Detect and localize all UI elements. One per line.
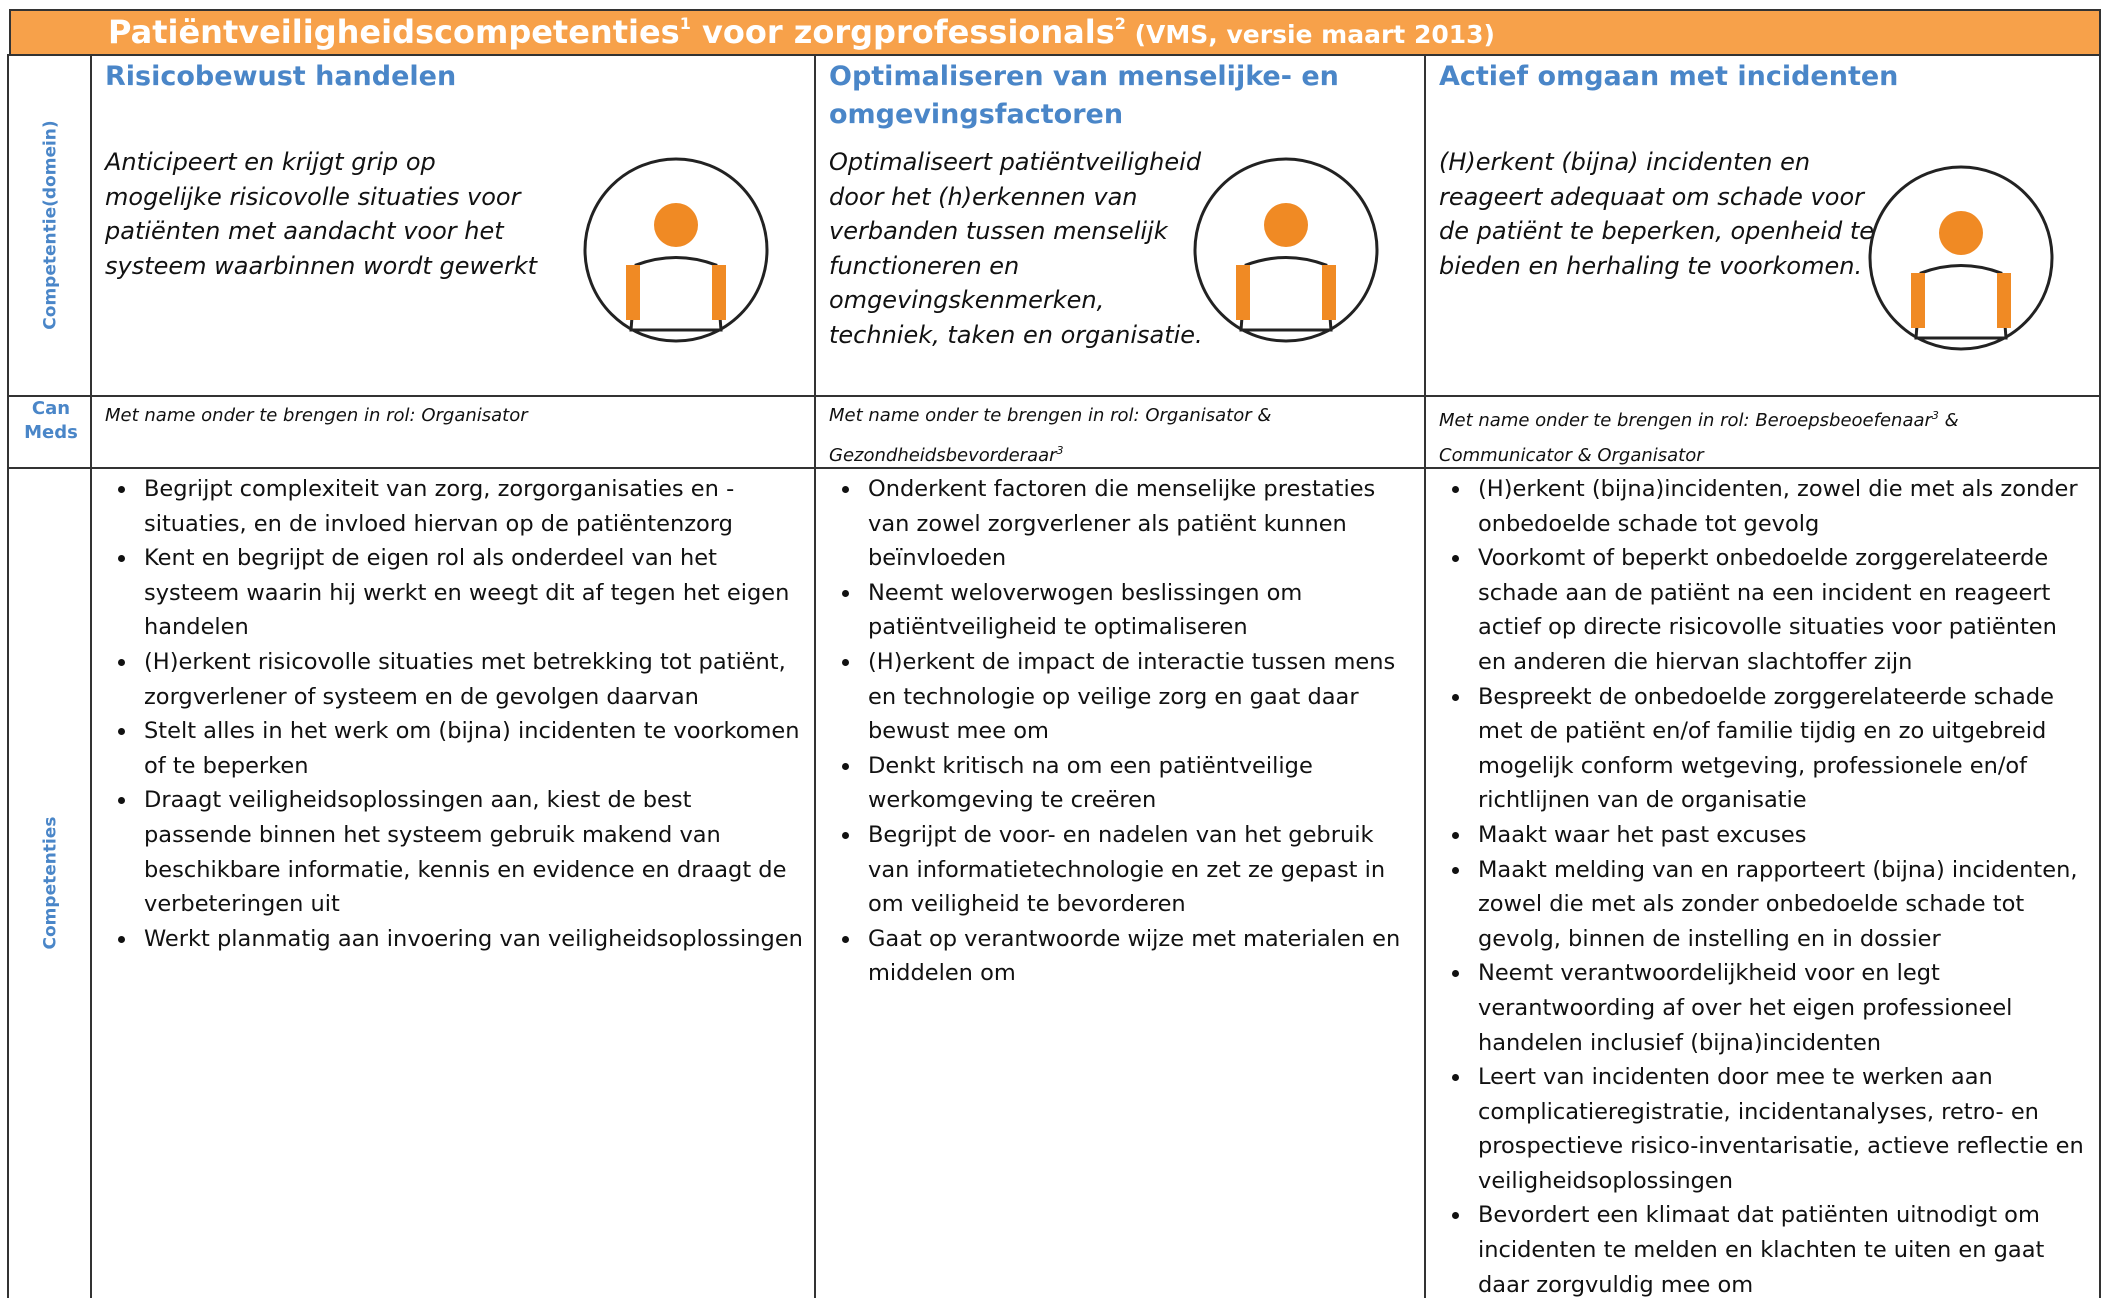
row-line: [9, 467, 2101, 469]
description: (H)erkent (bijna) incidenten en reageert…: [1439, 148, 1875, 280]
column-line: [1424, 54, 1426, 1298]
competency: Onderkent factoren die menselijke presta…: [862, 472, 1414, 576]
competency: Begrijpt complexiteit van zorg, zorgorga…: [138, 472, 804, 541]
icon: [1193, 157, 1379, 343]
footnote: 3: [1931, 409, 1939, 422]
column-line: [2099, 54, 2101, 1298]
competency: (H)erkent (bijna)incidenten, zowel die m…: [1472, 472, 2089, 541]
competency: Gaat op verantwoorde wijze met materiale…: [862, 922, 1414, 991]
competency: Draagt veiligheidsoplossingen aan, kiest…: [138, 783, 804, 921]
competency: Bespreekt de onbedoelde zorggerelateerde…: [1472, 680, 2089, 818]
icon: [583, 157, 769, 343]
competency: Bevordert een klimaat dat patiënten uitn…: [1472, 1198, 2089, 1302]
competency: (H)erkent risicovolle situaties met betr…: [138, 645, 804, 714]
row-label: Competentie(domein): [40, 119, 60, 330]
competency: (H)erkent de impact de interactie tussen…: [862, 645, 1414, 749]
competency: Neemt weloverwogen beslissingen om patië…: [862, 576, 1414, 645]
column-heading: Risicobewust handelen: [105, 61, 457, 92]
canmeds: Met name onder te brengen in rol: Organi…: [105, 398, 799, 433]
footnote: 2: [1114, 14, 1126, 33]
competency-list: Begrijpt complexiteit van zorg, zorgorga…: [102, 472, 804, 956]
competency: Begrijpt de voor- en nadelen van het geb…: [862, 818, 1414, 922]
canmeds: Met name onder te brengen in rol: Organi…: [829, 398, 1409, 473]
canmeds-text: Met name onder te brengen in rol: Beroep…: [1439, 410, 1932, 431]
competency: Maakt melding van en rapporteert (bijna)…: [1472, 853, 2089, 957]
row-label: Can Meds: [24, 398, 78, 443]
title-text: Patiëntveiligheidscompetenties: [108, 13, 680, 51]
title: Patiëntveiligheidscompetenties1 voor zor…: [108, 11, 1495, 54]
description: Optimaliseert patiëntveiligheid door het…: [829, 148, 1203, 349]
competency: Neemt verantwoordelijkheid voor en legt …: [1472, 956, 2089, 1060]
column-line: [814, 54, 816, 1298]
competency: Werkt planmatig aan invoering van veilig…: [138, 922, 804, 957]
competency: Maakt waar het past excuses: [1472, 818, 2089, 853]
canmeds-text: Met name onder te brengen in rol: Organi…: [105, 405, 528, 426]
footnote: 3: [1056, 444, 1064, 457]
description: Anticipeert en krijgt grip op mogelijke …: [105, 148, 538, 280]
canmeds-text: & Communicator & Organisator: [1439, 410, 1959, 466]
column-heading: Actief omgaan met incidenten: [1439, 61, 1899, 92]
competency: Denkt kritisch na om een patiëntveilige …: [862, 749, 1414, 818]
footnote: 1: [679, 14, 691, 33]
competency: Stelt alles in het werk om (bijna) incid…: [138, 714, 804, 783]
column-line: [7, 54, 9, 1298]
row-line: [9, 395, 2101, 397]
column-heading: Optimaliseren van menselijke- en omgevin…: [829, 61, 1339, 130]
column-line: [90, 54, 92, 1298]
competency: Leert van incidenten door mee te werken …: [1472, 1060, 2089, 1198]
competency: Voorkomt of beperkt onbedoelde zorggerel…: [1472, 541, 2089, 679]
competency-list: Onderkent factoren die menselijke presta…: [826, 472, 1414, 991]
canmeds-text: Met name onder te brengen in rol: Organi…: [829, 405, 1272, 466]
subtitle: (VMS, versie maart 2013): [1125, 20, 1495, 49]
icon: [1868, 165, 2054, 351]
competency: Kent en begrijpt de eigen rol als onderd…: [138, 541, 804, 645]
canmeds: Met name onder te brengen in rol: Beroep…: [1439, 398, 2084, 473]
row-label: Competenties: [40, 816, 60, 949]
title-text: voor zorgprofessionals: [690, 13, 1115, 51]
header-bar: [9, 9, 2101, 56]
competency-list: (H)erkent (bijna)incidenten, zowel die m…: [1436, 472, 2089, 1302]
